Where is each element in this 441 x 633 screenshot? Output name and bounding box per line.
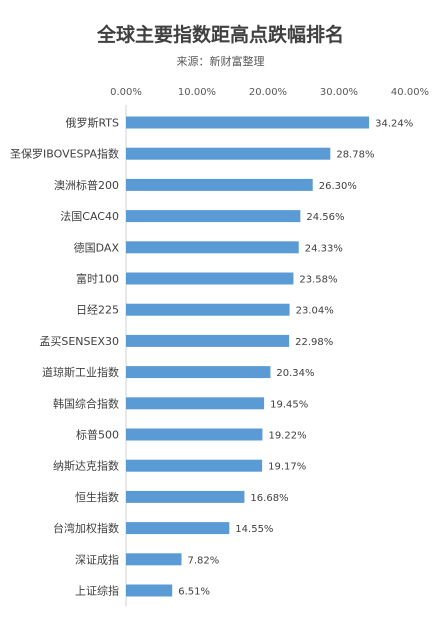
bar (126, 428, 263, 441)
data-label: 26.30% (319, 181, 357, 192)
data-label: 22.98% (295, 337, 333, 348)
bar (126, 334, 290, 347)
bar (126, 553, 182, 566)
data-label: 7.82% (188, 555, 220, 566)
data-label: 19.22% (268, 431, 306, 442)
category-label: 澳洲标普200 (54, 178, 119, 192)
bar (126, 116, 370, 129)
x-tick-label: 20.00% (249, 87, 287, 98)
data-label: 6.51% (178, 587, 210, 598)
category-label: 富时100 (76, 272, 119, 286)
x-tick-label: 0.00% (110, 87, 142, 98)
category-label: 深证成指 (75, 552, 119, 566)
category-label: 法国CAC40 (60, 209, 119, 223)
bar (126, 303, 290, 316)
bar (126, 178, 313, 191)
category-label: 纳斯达克指数 (53, 459, 119, 473)
category-label: 上证综指 (75, 584, 119, 598)
bar (126, 272, 294, 285)
category-label: 日经225 (76, 304, 119, 317)
category-label: 德国DAX (74, 240, 120, 254)
category-label: 台湾加权指数 (53, 521, 119, 535)
data-label: 23.04% (296, 306, 334, 317)
bar (126, 241, 299, 254)
data-label: 28.78% (336, 150, 374, 161)
chart-subtitle: 来源：新财富整理 (176, 55, 265, 68)
category-label: 标普500 (76, 428, 119, 442)
data-label: 19.17% (268, 462, 306, 473)
bar (126, 147, 331, 160)
bar (126, 366, 271, 379)
data-label: 34.24% (375, 119, 413, 130)
x-tick-label: 30.00% (320, 87, 358, 98)
x-tick-label: 40.00% (391, 87, 429, 98)
data-label: 16.68% (250, 493, 288, 504)
bar (126, 522, 230, 535)
bar (126, 584, 173, 597)
category-label: 恒生指数 (75, 490, 119, 504)
data-label: 20.34% (276, 368, 314, 379)
bar (126, 490, 245, 503)
data-label: 19.45% (270, 399, 308, 410)
bar (126, 210, 301, 223)
bar (126, 397, 265, 410)
x-tick-label: 10.00% (178, 87, 216, 98)
category-label: 圣保罗IBOVESPA指数 (10, 147, 119, 161)
category-label: 俄罗斯RTS (65, 117, 119, 130)
category-label: 韩国综合指数 (53, 396, 119, 410)
category-label: 道琼斯工业指数 (42, 365, 119, 379)
data-label: 24.33% (305, 243, 343, 254)
bar (126, 459, 263, 472)
data-label: 23.58% (299, 275, 337, 286)
data-label: 14.55% (235, 524, 273, 535)
chart-title: 全球主要指数距高点跌幅排名 (96, 24, 344, 46)
category-label: 孟买SENSEX30 (39, 335, 119, 348)
data-label: 24.56% (306, 212, 344, 223)
